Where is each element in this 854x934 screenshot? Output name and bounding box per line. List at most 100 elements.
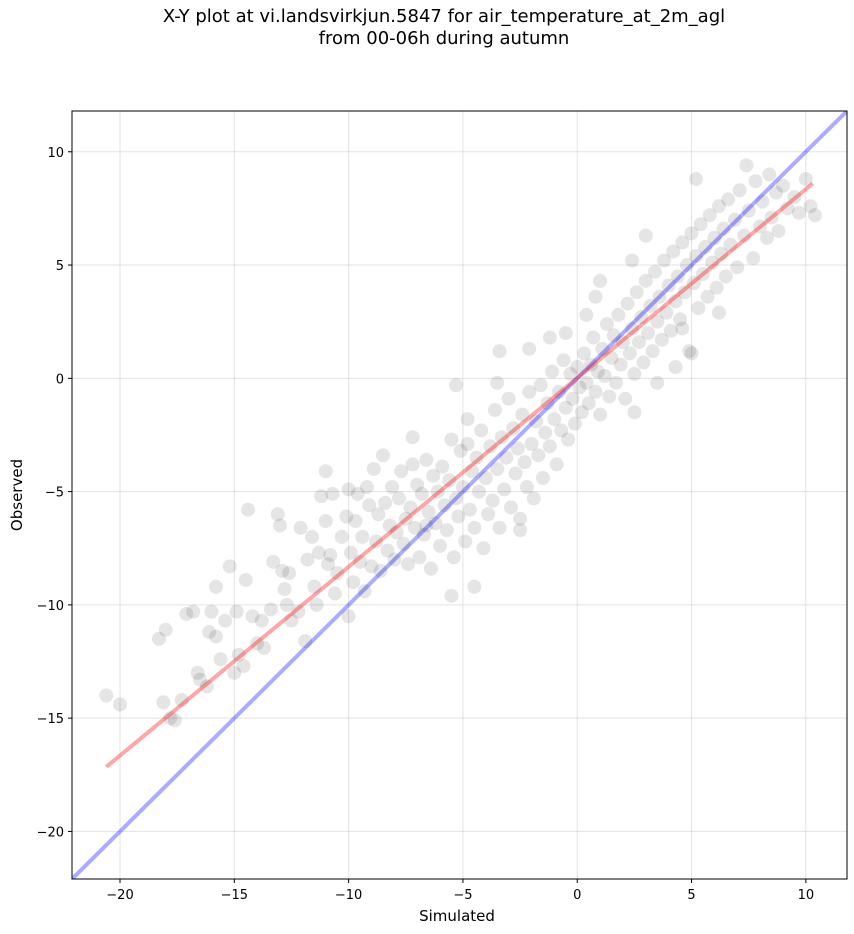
scatter-point — [583, 357, 598, 372]
scatter-point — [707, 230, 722, 245]
scatter-point — [702, 208, 717, 223]
scatter-point — [714, 246, 729, 261]
scatter-point — [238, 572, 253, 587]
scatter-point — [540, 396, 555, 411]
scatter-point — [357, 584, 372, 599]
scatter-point — [551, 384, 566, 399]
scatter-point — [378, 495, 393, 510]
scatter-point — [492, 520, 507, 535]
chart-title-line1: X-Y plot at vi.landsvirkjun.5847 for air… — [162, 6, 726, 27]
scatter-point — [364, 559, 379, 574]
scatter-point — [775, 178, 790, 193]
axis-ticks: −20 −15 −10 −5 0 5 10 −20 −15 −10 −5 0 5 10 — [37, 146, 815, 903]
scatter-point — [444, 588, 459, 603]
scatter-point — [193, 672, 208, 687]
scatter-point — [670, 269, 685, 284]
scatter-point — [627, 405, 642, 420]
scatter-point — [213, 652, 228, 667]
scatter-point — [227, 665, 242, 680]
scatter-point — [318, 514, 333, 529]
scatter-point — [510, 441, 525, 456]
scatter-point — [609, 375, 624, 390]
scatter-point — [499, 450, 514, 465]
scatter-point — [311, 545, 326, 560]
scatter-point — [721, 192, 736, 207]
scatter-point — [652, 289, 667, 304]
scatter-point — [567, 416, 582, 431]
scatter-point — [241, 502, 256, 517]
scatter-point — [298, 634, 313, 649]
y-tick-label: −5 — [45, 486, 64, 501]
scatter-point — [641, 326, 656, 341]
scatter-point — [387, 552, 402, 567]
scatter-point — [410, 477, 425, 492]
scatter-point — [771, 224, 786, 239]
scatter-point — [163, 711, 178, 726]
scatter-point — [636, 355, 651, 370]
scatter-point — [629, 285, 644, 300]
scatter-point — [787, 190, 802, 205]
scatter-point — [222, 559, 237, 574]
scatter-point — [513, 523, 528, 538]
scatter-point — [762, 167, 777, 182]
scatter-point — [417, 527, 432, 542]
scatter-point — [531, 448, 546, 463]
scatter-point — [389, 525, 404, 540]
scatter-point — [634, 310, 649, 325]
x-tick-label: 10 — [798, 888, 815, 903]
scatter-point — [419, 452, 434, 467]
scatter-point — [759, 230, 774, 245]
scatter-point — [179, 606, 194, 621]
scatter-point — [522, 384, 537, 399]
scatter-point — [277, 582, 292, 597]
scatter-point — [615, 335, 630, 350]
scatter-point — [471, 484, 486, 499]
scatter-point — [791, 205, 806, 220]
scatter-point — [202, 625, 217, 640]
scatter-point — [689, 248, 704, 263]
scatter-point — [460, 412, 475, 427]
data-points — [99, 158, 822, 728]
y-tick-label: 0 — [56, 372, 64, 387]
scatter-point — [403, 500, 418, 515]
scatter-point — [330, 566, 345, 581]
scatter-point — [620, 296, 635, 311]
scatter-point — [622, 346, 637, 361]
scatter-point — [204, 604, 219, 619]
scatter-point — [229, 604, 244, 619]
chart-title: X-Y plot at vi.landsvirkjun.5847 for air… — [0, 6, 854, 50]
scatter-point — [462, 502, 477, 517]
scatter-point — [700, 289, 715, 304]
x-tick-label: −20 — [106, 888, 133, 903]
scatter-point — [542, 439, 557, 454]
scatter-point — [293, 520, 308, 535]
plot-frame — [71, 110, 848, 880]
scatter-point — [151, 631, 166, 646]
scatter-point — [481, 507, 496, 522]
scatter-point — [375, 448, 390, 463]
scatter-point — [716, 221, 731, 236]
scatter-point — [231, 647, 246, 662]
scatter-point — [668, 294, 683, 309]
scatter-point — [458, 534, 473, 549]
scatter-point — [113, 697, 128, 712]
scatter-point — [613, 357, 628, 372]
scatter-point — [314, 489, 329, 504]
scatter-point — [739, 158, 754, 173]
scatter-point — [526, 491, 541, 506]
scatter-point — [595, 341, 610, 356]
scatter-point — [682, 344, 697, 359]
scatter-point — [199, 679, 214, 694]
scatter-point — [460, 437, 475, 452]
scatter-point — [446, 550, 461, 565]
scatter-point — [478, 471, 493, 486]
scatter-point — [650, 375, 665, 390]
scatter-point — [586, 330, 601, 345]
scatter-point — [718, 269, 733, 284]
y-tick-label: 5 — [56, 259, 64, 274]
scatter-point — [501, 391, 516, 406]
scatter-point — [371, 507, 386, 522]
scatter-point — [638, 228, 653, 243]
scatter-point — [657, 253, 672, 268]
